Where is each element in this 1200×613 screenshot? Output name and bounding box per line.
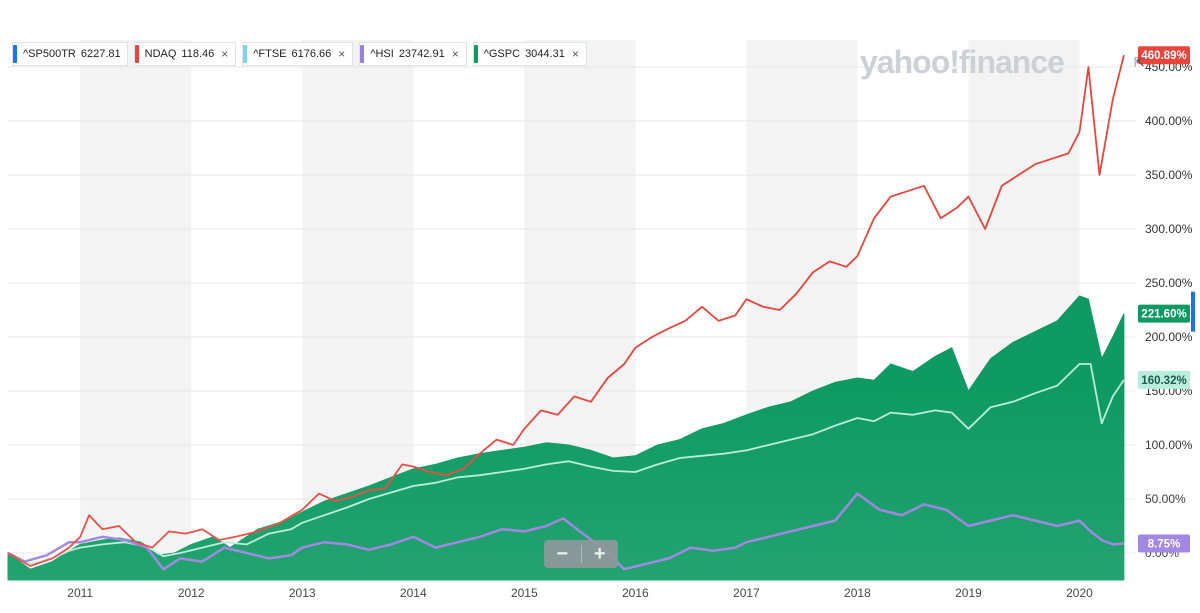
x-tick-label: 2016: [622, 586, 649, 600]
series-color-swatch: [243, 45, 248, 63]
y-tick-label: 200.00%: [1145, 330, 1193, 344]
x-tick-label: 2012: [178, 586, 205, 600]
remove-series-close-icon[interactable]: ×: [451, 47, 459, 61]
legend-symbol: ^SP500TR: [23, 48, 76, 60]
mouse-cursor-icon: ⇱: [1134, 55, 1145, 70]
legend-symbol: ^HSI: [370, 48, 394, 60]
series-line-ftse: [7, 363, 1125, 565]
y-tick-label: 300.00%: [1145, 222, 1193, 236]
legend-chip-gspc[interactable]: ^GSPC 3044.31 ×: [472, 42, 587, 66]
y-tick-label: 400.00%: [1145, 114, 1193, 128]
legend-chip-sp500tr[interactable]: ^SP500TR 6227.81: [12, 42, 128, 66]
y-tick-label: 350.00%: [1145, 168, 1193, 182]
legend-symbol: NDAQ: [144, 48, 177, 60]
series-legend: ^SP500TR 6227.81 NDAQ 118.46 × ^FTSE 6176.66 × ^…: [12, 42, 587, 66]
x-tick-label: 2014: [400, 586, 427, 600]
zoom-control: − +: [544, 540, 618, 568]
legend-value: 6176.66: [291, 48, 332, 60]
legend-value: 3044.31: [525, 48, 565, 60]
end-value-label-ftse: 160.32%: [1138, 370, 1190, 389]
sp500tr-edge-marker: [1191, 291, 1195, 332]
legend-value: 118.46: [181, 48, 215, 60]
legend-chip-hsi[interactable]: ^HSI 23742.91 ×: [359, 42, 467, 66]
legend-value: 6227.81: [80, 48, 121, 60]
end-label-text: 460.89%: [1141, 50, 1186, 62]
end-label-background: [1138, 46, 1190, 65]
end-label-text: 8.75%: [1148, 539, 1181, 551]
legend-symbol: ^GSPC: [483, 48, 521, 60]
end-label-background: [1138, 370, 1190, 389]
end-label-text: 160.32%: [1141, 375, 1186, 387]
series-color-swatch: [13, 45, 17, 63]
x-tick-label: 2015: [511, 586, 538, 600]
remove-series-close-icon[interactable]: ×: [571, 47, 579, 61]
end-label-text: 221.60%: [1141, 309, 1186, 321]
series-color-swatch: [360, 45, 365, 63]
end-value-label-gspc: 221.60%: [1138, 304, 1190, 323]
y-tick-label: 50.00%: [1145, 492, 1186, 506]
end-value-label-hsi: 8.75%: [1138, 534, 1190, 553]
zoom-separator: [580, 545, 582, 563]
end-label-background: [1138, 534, 1190, 553]
legend-value: 23742.91: [398, 48, 445, 60]
x-tick-label: 2017: [733, 586, 760, 600]
legend-chip-ftse[interactable]: ^FTSE 6176.66 ×: [242, 42, 354, 66]
zoom-out-button[interactable]: −: [544, 540, 581, 568]
series-line-hsi: [7, 492, 1125, 571]
end-label-background: [1138, 304, 1190, 323]
remove-series-close-icon[interactable]: ×: [221, 47, 229, 61]
zoom-in-button[interactable]: +: [582, 540, 619, 568]
end-value-label-ndaq: 460.89%: [1138, 46, 1190, 65]
x-tick-label: 2013: [289, 586, 316, 600]
x-tick-label: 2011: [67, 586, 93, 600]
legend-symbol: ^FTSE: [253, 48, 287, 60]
series-color-swatch: [134, 45, 139, 63]
x-tick-label: 2018: [844, 586, 871, 600]
x-tick-label: 2020: [1066, 586, 1093, 600]
year-band-2011: [80, 40, 192, 580]
series-line-ndaq: [7, 54, 1125, 567]
series-color-swatch: [473, 45, 478, 63]
legend-chip-ndaq[interactable]: NDAQ 118.46 ×: [133, 42, 237, 66]
y-tick-label: 250.00%: [1145, 276, 1193, 290]
yahoo-finance-logo: yahoo!finance: [860, 44, 1065, 80]
remove-series-close-icon[interactable]: ×: [338, 47, 346, 61]
x-tick-label: 2019: [955, 586, 982, 600]
y-tick-label: 100.00%: [1145, 438, 1193, 452]
